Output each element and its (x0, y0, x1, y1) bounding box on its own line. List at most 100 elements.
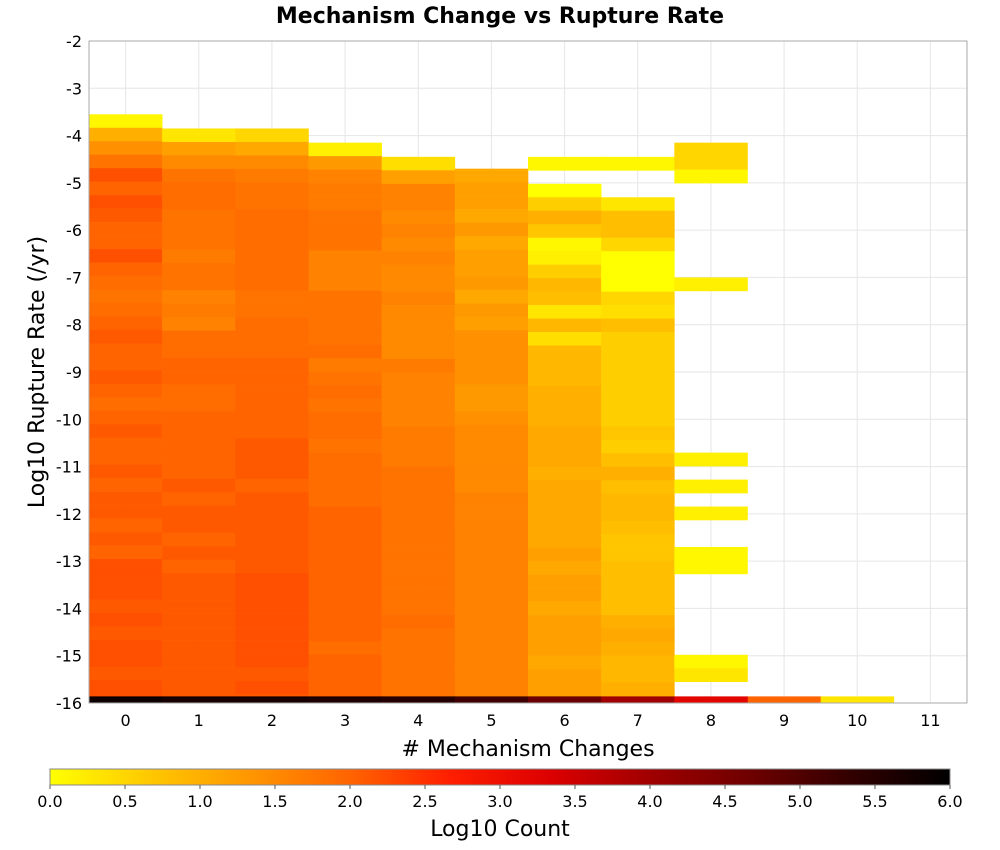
y-tick-label: -4 (66, 127, 82, 146)
heatmap-cell (162, 696, 236, 704)
x-tick-labels: 0 1 2 3 4 5 6 7 8 9 10 11 (120, 711, 940, 730)
heatmap-cell (308, 156, 382, 170)
heatmap-cell (162, 654, 236, 668)
heatmap-cell (674, 668, 748, 683)
heatmap-cell (308, 398, 382, 413)
heatmap-cell (381, 332, 456, 346)
heatmap-cell (454, 505, 529, 520)
heatmap-cell (162, 249, 236, 264)
colorbar-label: Log10 Count (430, 817, 570, 842)
heatmap-cell (674, 156, 748, 170)
heatmap-cell (528, 466, 602, 481)
heatmap-cell (601, 345, 675, 360)
heatmap-cell (601, 668, 675, 683)
heatmap-cell (162, 236, 236, 251)
heatmap-cell (454, 559, 529, 574)
heatmap-cell (235, 681, 309, 695)
heatmap-cell (381, 170, 456, 185)
heatmap-cell (89, 491, 163, 506)
heatmap-cell (601, 696, 675, 704)
heatmap-cell (674, 654, 748, 669)
heatmap-cell (235, 667, 309, 682)
heatmap-cell (162, 519, 236, 534)
heatmap-cell (89, 195, 163, 209)
heatmap-cell (89, 437, 163, 452)
heatmap-cell (454, 263, 529, 277)
colorbar-tick-label: 6.0 (937, 792, 962, 811)
heatmap-cell (381, 183, 456, 198)
heatmap-cell (308, 250, 382, 265)
heatmap-cell (308, 358, 382, 373)
heatmap-cell (528, 224, 602, 239)
heatmap-cell (528, 264, 602, 279)
heatmap-cell (308, 600, 382, 615)
heatmap-cell (308, 439, 382, 453)
colorbar-tick-label: 0.0 (37, 792, 62, 811)
heatmap-cell (381, 426, 456, 441)
colorbar-tick-label: 2.5 (412, 792, 437, 811)
heatmap-cell (308, 425, 382, 440)
heatmap-cell (162, 384, 236, 399)
heatmap-cell (235, 276, 309, 291)
y-tick-label: -10 (56, 410, 82, 429)
heatmap-cell (528, 332, 602, 346)
colorbar-tick-label: 3.0 (487, 792, 512, 811)
heatmap-cell (162, 478, 236, 493)
heatmap-cell (674, 560, 748, 575)
heatmap-cell (235, 317, 309, 331)
heatmap-cell (235, 168, 309, 183)
heatmap-cell (454, 289, 529, 304)
heatmap-cell (89, 478, 163, 492)
heatmap-cell (454, 384, 529, 399)
heatmap-cell (235, 290, 309, 304)
heatmap-cell (162, 586, 236, 601)
heatmap-cell (235, 263, 309, 278)
heatmap-cell (308, 304, 382, 319)
heatmap-cell (381, 224, 456, 239)
heatmap-cell (528, 197, 602, 212)
heatmap-cell (162, 492, 236, 507)
heatmap-cell (89, 356, 163, 371)
heatmap-cell (308, 614, 382, 629)
heatmap-cell (162, 451, 236, 466)
heatmap-cell (381, 399, 456, 414)
heatmap-cell (454, 696, 529, 704)
heatmap-cell (381, 615, 456, 629)
heatmap-cell (89, 383, 163, 398)
colorbar-tick-labels: 0.0 0.5 1.0 1.5 2.0 2.5 3.0 3.5 4.0 4.5 5.0 5.5 6.0 (37, 785, 963, 811)
heatmap-cell (89, 316, 163, 331)
heatmap-cell (528, 588, 602, 602)
heatmap-cell (454, 532, 529, 547)
heatmap-cell (308, 493, 382, 507)
heatmap-cell (454, 478, 529, 493)
heatmap-cell (89, 518, 163, 533)
heatmap-cell (454, 680, 529, 695)
heatmap-cell (235, 640, 309, 655)
heatmap-cell (381, 264, 456, 279)
heatmap-cell (308, 169, 382, 184)
heatmap-cell (162, 357, 236, 372)
heatmap-cell (235, 141, 309, 156)
y-tick-label: -9 (66, 363, 82, 382)
colorbar-tick-label: 4.0 (637, 792, 662, 811)
heatmap-cell (89, 559, 163, 573)
heatmap-cell (162, 600, 236, 614)
colorbar-tick-label: 2.0 (337, 792, 362, 811)
heatmap-cell (89, 397, 163, 412)
heatmap-cell (601, 251, 675, 265)
heatmap-cell (162, 681, 236, 695)
heatmap-cell (162, 667, 236, 682)
heatmap-cell (235, 654, 309, 668)
heatmap-cell (454, 546, 529, 560)
heatmap-cell (89, 410, 163, 425)
heatmap-cell (235, 398, 309, 412)
heatmap-cell (162, 344, 236, 358)
heatmap-cell (89, 505, 163, 519)
heatmap-cell (308, 546, 382, 561)
heatmap-cell (308, 210, 382, 224)
heatmap-cell (601, 426, 675, 441)
heatmap-cell (162, 613, 236, 628)
heatmap-cell (454, 653, 529, 668)
heatmap-cell (308, 654, 382, 669)
